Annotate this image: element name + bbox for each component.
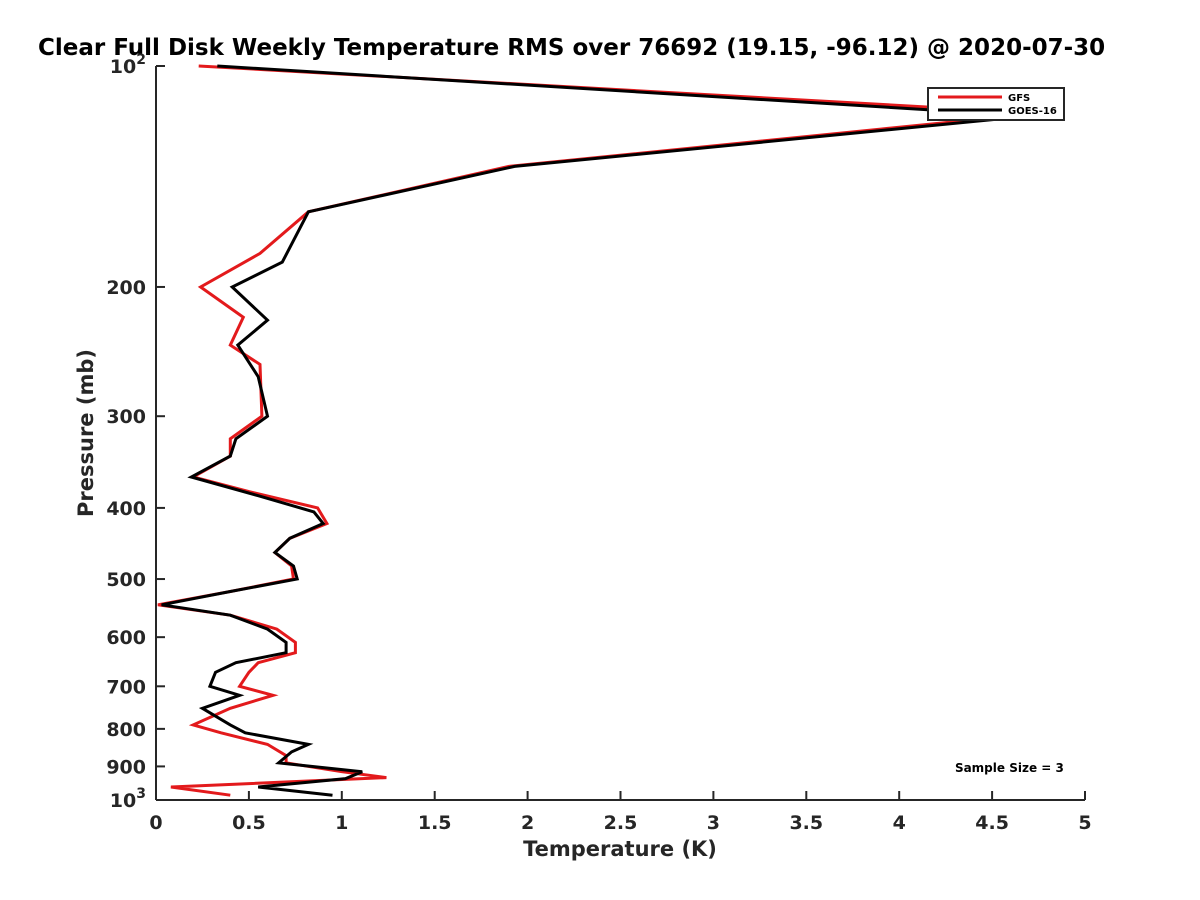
sample-size-annotation: Sample Size = 3	[955, 761, 1064, 775]
y-tick-label: 800	[106, 719, 146, 741]
series-layer	[157, 64, 1039, 797]
x-tick-label: 3.5	[789, 812, 823, 834]
x-tick-label: 5	[1078, 812, 1091, 834]
annotation-layer: Sample Size = 3	[955, 761, 1064, 775]
y-axis-label: Pressure (mb)	[74, 349, 98, 517]
y-tick-label: 400	[106, 498, 146, 520]
x-tick-label: 0	[149, 812, 162, 834]
x-tick-label: 3	[707, 812, 720, 834]
legend-label: GFS	[1008, 93, 1030, 104]
x-tick-label: 2	[521, 812, 534, 834]
legend-box	[927, 87, 1065, 121]
y-tick-label: 900	[106, 756, 146, 778]
x-tick-label: 4.5	[975, 812, 1009, 834]
y-tick-label: 102	[110, 52, 146, 78]
y-tick-label: 600	[106, 627, 146, 649]
legend-label: GOES-16	[1008, 106, 1057, 117]
x-tick-label: 4	[893, 812, 906, 834]
legend: GFS GOES-16	[927, 87, 1065, 121]
x-axis-label: Temperature (K)	[523, 837, 717, 861]
x-tick-label: 1.5	[418, 812, 452, 834]
y-tick-label: 103	[110, 786, 146, 812]
y-tick-label: 700	[106, 676, 146, 698]
y-tick-label-exponent: 2	[136, 52, 146, 68]
y-tick-label-base: 10	[110, 56, 136, 78]
chart-title: Clear Full Disk Weekly Temperature RMS o…	[38, 35, 1105, 61]
y-tick-label: 500	[106, 569, 146, 591]
series-line-goes-16	[161, 64, 1030, 797]
y-tick-label: 200	[106, 277, 146, 299]
y-tick-label: 300	[106, 406, 146, 428]
y-tick-label-exponent: 3	[136, 786, 146, 802]
y-tick-label-base: 10	[110, 790, 136, 812]
x-tick-label: 1	[335, 812, 348, 834]
axes-layer: 0 0.5 1 1.5 2 2.5 3 3.5 4 4.5 51022003004005006007…	[106, 52, 1091, 834]
x-tick-label: 0.5	[232, 812, 266, 834]
x-tick-label: 2.5	[604, 812, 638, 834]
